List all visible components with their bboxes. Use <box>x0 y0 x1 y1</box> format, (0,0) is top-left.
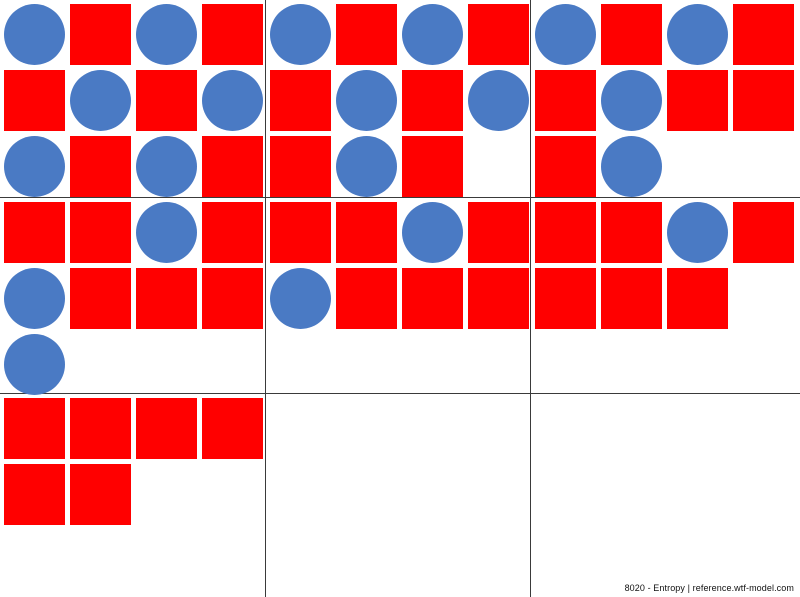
red-square-shape <box>70 136 131 197</box>
blue-circle-shape <box>601 70 662 131</box>
red-square-shape <box>667 268 728 329</box>
red-square-shape <box>468 268 529 329</box>
grid-divider-vertical-2 <box>530 0 531 597</box>
blue-circle-shape <box>136 4 197 65</box>
red-square-shape <box>468 4 529 65</box>
red-square-shape <box>336 202 397 263</box>
red-square-shape <box>70 464 131 525</box>
panel-2-shapes <box>270 4 534 202</box>
blue-circle-shape <box>70 70 131 131</box>
red-square-shape <box>202 4 263 65</box>
panel-6 <box>531 198 800 393</box>
red-square-shape <box>270 136 331 197</box>
red-square-shape <box>402 70 463 131</box>
blue-circle-shape <box>667 202 728 263</box>
red-square-shape <box>4 398 65 459</box>
blue-circle-shape <box>402 4 463 65</box>
panel-1 <box>0 0 265 197</box>
red-square-shape <box>270 70 331 131</box>
red-square-shape <box>202 268 263 329</box>
red-square-shape <box>601 4 662 65</box>
red-square-shape <box>136 268 197 329</box>
red-square-shape <box>535 70 596 131</box>
red-square-shape <box>402 268 463 329</box>
red-square-shape <box>70 268 131 329</box>
caption-label: 8020 - Entropy | reference.wtf-model.com <box>624 583 794 593</box>
red-square-shape <box>136 398 197 459</box>
red-square-shape <box>733 70 794 131</box>
blue-circle-shape <box>270 4 331 65</box>
panel-6-shapes <box>535 202 799 334</box>
blue-circle-shape <box>4 268 65 329</box>
red-square-shape <box>70 398 131 459</box>
red-square-shape <box>601 202 662 263</box>
panel-5 <box>266 198 530 393</box>
panel-1-shapes <box>4 4 268 202</box>
blue-circle-shape <box>136 202 197 263</box>
panel-7-shapes <box>4 398 268 530</box>
red-square-shape <box>733 4 794 65</box>
red-square-shape <box>4 70 65 131</box>
grid-divider-horizontal-1 <box>0 197 800 198</box>
blue-circle-shape <box>535 4 596 65</box>
red-square-shape <box>202 202 263 263</box>
red-square-shape <box>535 268 596 329</box>
panel-4 <box>0 198 265 395</box>
red-square-shape <box>4 464 65 525</box>
red-square-shape <box>468 202 529 263</box>
red-square-shape <box>733 202 794 263</box>
blue-circle-shape <box>136 136 197 197</box>
blue-circle-shape <box>202 70 263 131</box>
red-square-shape <box>4 202 65 263</box>
panel-4-shapes <box>4 202 268 400</box>
blue-circle-shape <box>270 268 331 329</box>
red-square-shape <box>270 202 331 263</box>
red-square-shape <box>535 136 596 197</box>
blue-circle-shape <box>402 202 463 263</box>
blue-circle-shape <box>4 4 65 65</box>
panel-3-shapes <box>535 4 799 202</box>
red-square-shape <box>601 268 662 329</box>
red-square-shape <box>667 70 728 131</box>
panel-5-shapes <box>270 202 534 334</box>
grid-divider-horizontal-2 <box>0 393 800 394</box>
panel-8 <box>266 394 530 597</box>
panel-2 <box>266 0 530 197</box>
panel-7 <box>0 394 265 597</box>
red-square-shape <box>202 136 263 197</box>
blue-circle-shape <box>4 136 65 197</box>
red-square-shape <box>402 136 463 197</box>
blue-circle-shape <box>336 136 397 197</box>
red-square-shape <box>136 70 197 131</box>
red-square-shape <box>70 4 131 65</box>
red-square-shape <box>336 4 397 65</box>
panel-9 <box>531 394 800 597</box>
red-square-shape <box>202 398 263 459</box>
panel-3 <box>531 0 800 197</box>
blue-circle-shape <box>601 136 662 197</box>
red-square-shape <box>336 268 397 329</box>
blue-circle-shape <box>468 70 529 131</box>
red-square-shape <box>70 202 131 263</box>
blue-circle-shape <box>336 70 397 131</box>
grid-divider-vertical-1 <box>265 0 266 597</box>
blue-circle-shape <box>4 334 65 395</box>
red-square-shape <box>535 202 596 263</box>
blue-circle-shape <box>667 4 728 65</box>
